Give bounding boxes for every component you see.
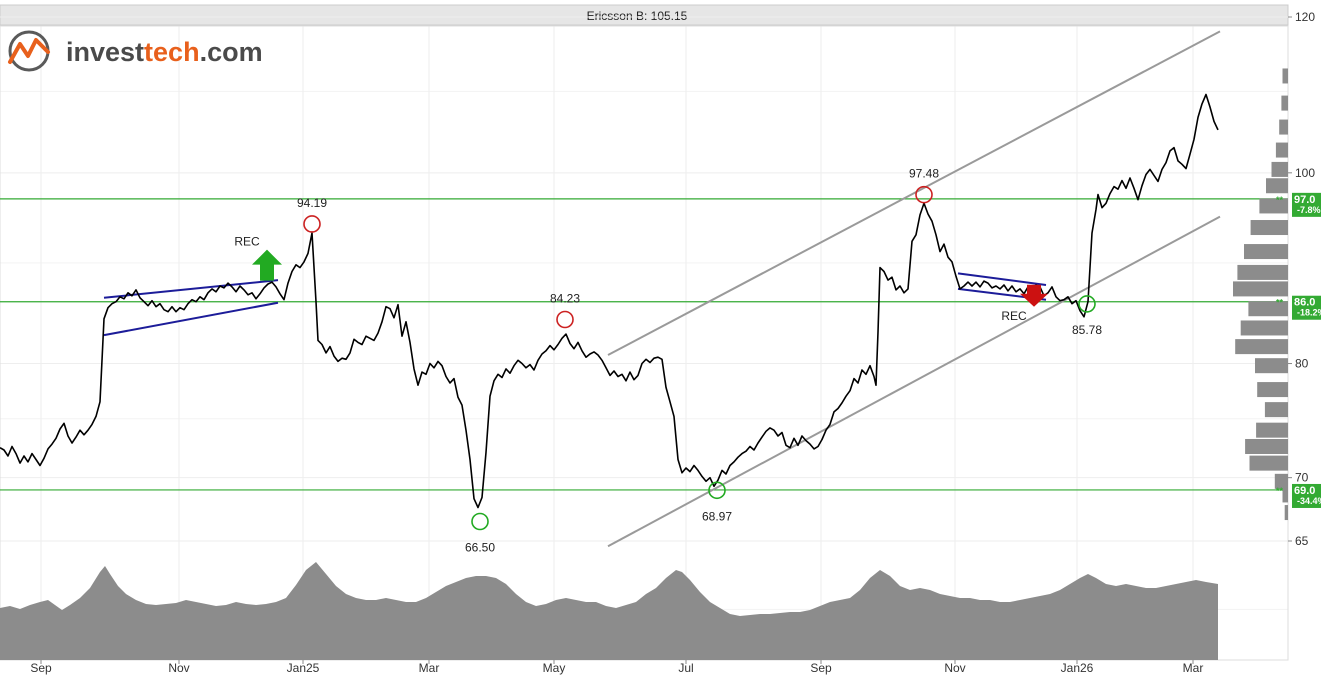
y-tick-label-80: 80	[1295, 357, 1309, 371]
trend-channel-upper	[607, 30, 1221, 356]
volume-profile-bar	[1245, 438, 1288, 454]
y-tick-label-65: 65	[1295, 534, 1309, 548]
top-marker-97.48	[915, 185, 933, 204]
trend-channel	[607, 30, 1221, 548]
x-tick-label-Nov: Nov	[944, 661, 965, 675]
level-pointer: **	[1276, 486, 1284, 496]
x-tick-label-Mar: Mar	[419, 661, 440, 675]
top-marker-94.19	[303, 215, 321, 233]
level-badge-97.0	[1292, 192, 1321, 217]
volume-profile-bar	[1250, 220, 1288, 236]
volume-profile-bar	[1237, 264, 1288, 280]
chart-title: Ericsson B: 105.15	[587, 9, 688, 23]
buy-signal-label: REC	[234, 235, 260, 249]
investtech-logo[interactable]: investtech.com	[8, 30, 263, 72]
bottom-marker-85.78	[1078, 295, 1096, 313]
price-line-group	[0, 93, 1219, 509]
x-tick-label-Jan25: Jan25	[287, 661, 320, 675]
level-pointer: **	[1276, 298, 1284, 308]
volume-profile-bar	[1235, 339, 1288, 355]
rising-wedge-lower	[103, 301, 279, 337]
price-line	[0, 93, 1219, 509]
level-pointer: **	[1276, 195, 1284, 205]
x-tick-label-Mar: Mar	[1183, 661, 1204, 675]
x-tick-label-Nov: Nov	[168, 661, 189, 675]
volume-profile-bar	[1284, 505, 1288, 521]
extreme-label-68.97: 68.97	[702, 509, 732, 523]
volume-profile-bar	[1256, 422, 1288, 438]
extreme-label-84.23: 84.23	[550, 292, 580, 306]
axes: 120 100 80 70 65 Sep Nov Jan25 Mar May Jul Sep Nov Ja…	[30, 10, 1315, 675]
volume-profile-bar	[1266, 178, 1288, 194]
sell-signal-arrow	[1020, 284, 1048, 307]
top-marker-84.23	[556, 310, 574, 329]
signal-markers: REC REC	[234, 235, 1048, 323]
volume-profile-bar	[1255, 358, 1288, 374]
volume-profile-bar	[1282, 487, 1288, 503]
volume-profile-bar	[1244, 244, 1288, 260]
y-tick-label-70: 70	[1295, 471, 1309, 485]
volume-profile	[1233, 68, 1288, 521]
volume-area-fill	[0, 562, 1218, 660]
level-badge-69.0	[1292, 483, 1321, 508]
level-pct-97.0: -7.8%	[1297, 205, 1321, 215]
y-tick-label-100: 100	[1295, 166, 1315, 180]
volume-profile-bar	[1281, 95, 1288, 111]
buy-signal-arrow	[252, 249, 282, 281]
volume-profile-bar	[1233, 281, 1288, 297]
falling-channel-upper	[957, 272, 1047, 286]
extreme-markers: 94.19 84.23 97.48 66.50 68.97 85.78	[297, 167, 1102, 555]
y-tick-label-120: 120	[1295, 10, 1315, 24]
volume-area	[0, 562, 1218, 660]
bottom-marker-68.97	[708, 481, 726, 500]
level-labels: ** 97.0-7.8% ** 86.0-18.2% ** 69.0-34.4%	[1276, 192, 1321, 508]
chart-title-bar	[0, 4, 1289, 26]
x-tick-label-Jul: Jul	[678, 661, 693, 675]
volume-profile-bar	[1240, 320, 1288, 336]
level-badge-86.0	[1292, 295, 1321, 320]
grid	[0, 16, 1289, 661]
level-pct-86.0: -18.2%	[1297, 308, 1321, 318]
volume-profile-bar	[1248, 301, 1288, 317]
level-price-69.0: 69.0	[1294, 485, 1315, 497]
volume-profile-bar	[1282, 68, 1288, 84]
x-tick-label-Sep: Sep	[30, 661, 52, 675]
level-price-86.0: 86.0	[1294, 297, 1315, 309]
extreme-label-97.48: 97.48	[909, 167, 939, 181]
logo-text-suffix: .com	[200, 37, 263, 67]
volume-profile-bar	[1264, 402, 1288, 418]
logo-text-accent: tech	[144, 37, 200, 67]
volume-profile-bar	[1279, 119, 1288, 135]
volume-profile-bar	[1271, 161, 1288, 177]
sell-signal-label: REC	[1001, 309, 1027, 323]
x-tick-label-May: May	[543, 661, 566, 675]
volume-profile-bar	[1257, 382, 1288, 398]
volume-profile-bar	[1249, 455, 1288, 471]
bottom-marker-66.50	[471, 512, 489, 531]
svg-text:investtech.com: investtech.com	[66, 37, 263, 67]
x-tick-label-Sep: Sep	[810, 661, 832, 675]
volume-profile-bar	[1259, 198, 1288, 214]
x-tick-label-Jan26: Jan26	[1061, 661, 1094, 675]
volume-profile-bar	[1275, 142, 1288, 158]
level-price-97.0: 97.0	[1294, 194, 1315, 206]
volume-profile-bar	[1274, 473, 1288, 489]
support-resistance-lines	[0, 198, 1288, 491]
plot-frame	[0, 25, 1289, 661]
logo-icon	[8, 30, 50, 72]
logo-text-prefix: invest	[66, 37, 144, 67]
extreme-label-85.78: 85.78	[1072, 323, 1102, 337]
trend-channel-lower	[607, 215, 1221, 548]
extreme-label-94.19: 94.19	[297, 196, 327, 210]
extreme-label-66.50: 66.50	[465, 541, 495, 555]
level-pct-69.0: -34.4%	[1297, 496, 1321, 506]
